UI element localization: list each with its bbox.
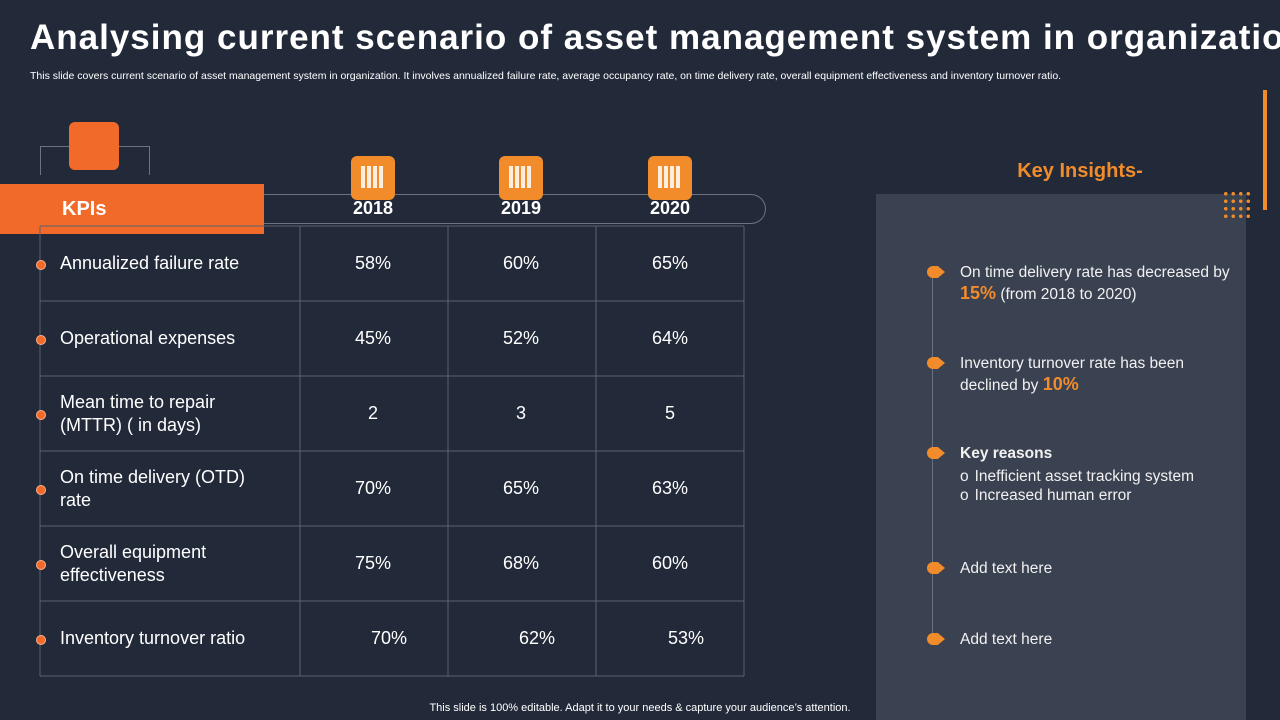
kpi-value: 70%: [354, 478, 392, 498]
insight-arrow: [927, 447, 945, 459]
kpi-value: 68%: [502, 553, 540, 573]
kpi-icon: [69, 122, 119, 170]
kpi-value: 70%: [370, 628, 408, 648]
reason-bullet: o Increased human error: [960, 486, 1230, 505]
kpi-value: 60%: [651, 553, 689, 573]
insight-text: Add text here: [960, 558, 1230, 579]
kpi-value: 65%: [651, 253, 689, 273]
kpi-value: 3: [515, 403, 526, 423]
kpi-value: 45%: [354, 328, 392, 348]
year-header: 2019: [500, 198, 542, 218]
calendar-icon: [499, 156, 543, 200]
insight-arrow: [927, 266, 945, 278]
row-bullet: [36, 259, 46, 270]
kpi-value: 5: [664, 403, 675, 423]
kpi-label: Annualized failure rate: [60, 253, 240, 273]
kpi-label: Mean time to repair (MTTR) ( in days): [60, 391, 216, 435]
row-bullet: [36, 484, 46, 495]
year-header: 2020: [649, 198, 691, 218]
insight-arrow: [927, 357, 945, 369]
calendar-icon: [648, 156, 692, 200]
kpi-value: 2: [367, 403, 378, 423]
insight-line: Add text here: [960, 560, 1053, 577]
footer: This slide is 100% editable. Adapt it to…: [429, 702, 851, 714]
row-bullet: [36, 559, 46, 570]
reason-bullet: o Inefficient asset tracking system: [960, 467, 1230, 486]
insight-text-part: (from 2018 to 2020): [1000, 286, 1137, 303]
insight-arrow: [927, 633, 945, 645]
calendar-icon: [351, 156, 395, 200]
accent-bar: [1263, 90, 1267, 210]
insights-heading: Key Insights-: [1017, 160, 1143, 182]
subtitle: This slide covers current scenario of as…: [30, 70, 1062, 82]
insight-text-part: On time delivery rate has decreased by: [960, 264, 1230, 281]
kpi-value: 63%: [651, 478, 689, 498]
kpi-value: 53%: [667, 628, 705, 648]
insight-title: Key reasons: [960, 445, 1053, 462]
year-header: 2018: [352, 198, 394, 218]
kpi-value: 58%: [354, 253, 392, 273]
kpi-value: 60%: [502, 253, 540, 273]
bullet-marker: o: [960, 468, 969, 485]
kpi-value: 65%: [502, 478, 540, 498]
insight-highlight: 10%: [1042, 374, 1079, 394]
dots-decor: [1222, 190, 1252, 220]
insight-text-part: Inventory turnover rate has been decline…: [960, 355, 1185, 394]
kpi-value: 75%: [354, 553, 392, 573]
kpi-label: Overall equipment effectiveness: [60, 541, 207, 585]
insight-arrow: [927, 562, 945, 574]
insight-line: Add text here: [960, 631, 1053, 648]
kpi-value: 64%: [651, 328, 689, 348]
insight-text: Inventory turnover rate has been decline…: [960, 353, 1230, 396]
row-bullet: [36, 409, 46, 420]
kpi-value: 52%: [502, 328, 540, 348]
row-bullet: [36, 334, 46, 345]
insight-text: Key reasons o Inefficient asset tracking s…: [960, 443, 1230, 505]
kpi-label: Operational expenses: [60, 328, 236, 348]
insight-highlight: 15%: [960, 283, 997, 303]
title: Analysing current scenario of asset mana…: [30, 18, 1280, 57]
insight-text: Add text here: [960, 629, 1230, 650]
kpi-value: 62%: [518, 628, 556, 648]
reason-text: Increased human error: [974, 487, 1132, 504]
insight-text: On time delivery rate has decreased by 1…: [960, 262, 1230, 305]
kpi-label: On time delivery (OTD) rate: [60, 466, 246, 510]
kpi-label: Inventory turnover ratio: [60, 628, 246, 648]
bullet-marker: o: [960, 487, 969, 504]
row-bullet: [36, 634, 46, 645]
reason-text: Inefficient asset tracking system: [974, 468, 1195, 485]
